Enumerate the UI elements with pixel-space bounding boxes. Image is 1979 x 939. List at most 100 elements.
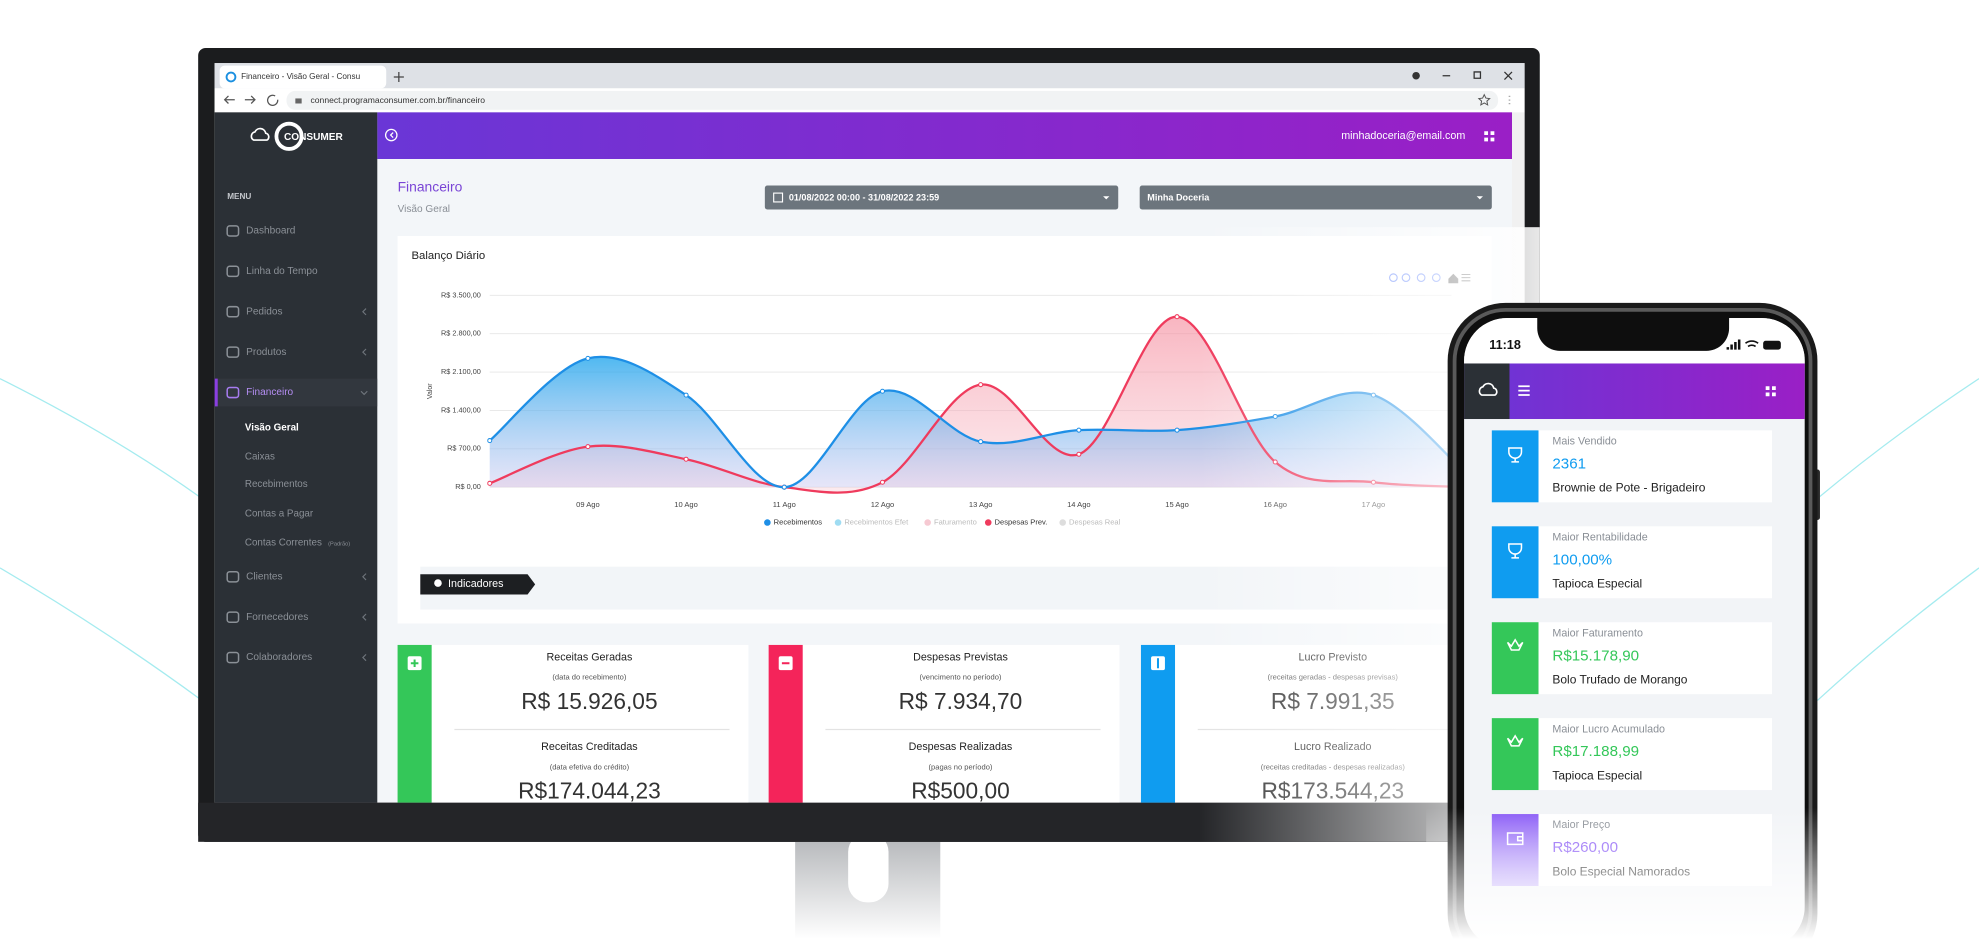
point [683, 392, 689, 398]
card-value: R$ 7.934,70 [899, 688, 1023, 714]
menu-caret [360, 390, 368, 396]
menu-caret [362, 308, 367, 316]
star [1477, 93, 1491, 106]
menu-icon [226, 225, 240, 237]
date-select[interactable] [764, 185, 1119, 210]
phone-fade [1426, 807, 1843, 939]
y-tick-label: R$ 2.100,00 [441, 367, 481, 376]
decor-curve [1817, 567, 1979, 701]
menu-item[interactable]: Pedidos [246, 306, 282, 317]
stat-icon-box [1491, 622, 1539, 695]
legend-label[interactable]: Despesas Prev. [995, 518, 1048, 527]
legend-swatch[interactable] [1059, 519, 1066, 526]
x-tick-label: 09 Ago [576, 500, 600, 509]
legend-swatch[interactable] [984, 519, 992, 526]
store-select[interactable] [1139, 185, 1492, 210]
logo-c [274, 121, 304, 151]
menu-item[interactable]: Dashboard [246, 226, 295, 237]
point [487, 438, 493, 444]
page-subtitle: Visão Geral [398, 204, 450, 215]
x-tick-label: 15 Ago [1165, 500, 1189, 509]
point [1076, 451, 1082, 457]
card-icon-glyph [410, 659, 419, 668]
legend-swatch[interactable] [834, 519, 842, 526]
status-icons [1726, 339, 1741, 350]
status-time: 11:18 [1489, 338, 1521, 352]
battery [1763, 340, 1781, 350]
menu-caret [362, 348, 367, 356]
menu-item[interactable]: Clientes [246, 571, 282, 582]
menu-icon [226, 346, 240, 358]
card-note: (vencimento no período) [919, 673, 1001, 682]
point [585, 444, 591, 450]
submenu-item[interactable]: Recebimentos [245, 479, 308, 490]
legend-label[interactable]: Faturamento [934, 518, 977, 527]
card-value: R$ 15.926,05 [521, 688, 657, 714]
bulb-icon [434, 579, 442, 587]
nav-buttons[interactable] [223, 94, 279, 106]
submenu-tag: (Padrão) [328, 541, 350, 547]
point [1076, 427, 1082, 433]
sidebar [214, 112, 378, 803]
submenu-item[interactable]: Visão Geral [245, 422, 299, 433]
menu-icon [226, 305, 240, 318]
menu-item[interactable]: Linha do Tempo [246, 266, 318, 277]
select-caret [1476, 196, 1483, 200]
stat-card [1491, 526, 1772, 599]
active-marker [214, 378, 218, 407]
user-email: minhadoceria@email.com [1341, 130, 1465, 142]
menu-item[interactable]: Produtos [246, 347, 286, 358]
card-title: Despesas Previstas [913, 651, 1008, 663]
point [487, 480, 493, 486]
card-title: Receitas Geradas [547, 651, 633, 663]
phone-apps[interactable] [1765, 386, 1776, 397]
wifi-icon [1744, 340, 1759, 348]
menu-icon [226, 651, 240, 664]
summary-card [768, 644, 1120, 803]
stat-icon-box [1491, 430, 1539, 503]
menu-caret [362, 653, 367, 662]
submenu-item[interactable]: Contas Correntes [245, 537, 322, 548]
point [1174, 427, 1180, 433]
menu-item[interactable]: Fornecedores [246, 612, 308, 623]
stat-name: Tapioca Especial [1552, 768, 1642, 782]
store: Minha Doceria [1147, 193, 1210, 203]
y-tick-label: R$ 0,00 [455, 482, 481, 491]
calendar-icon [773, 192, 784, 203]
legend-swatch[interactable] [924, 519, 931, 526]
submenu-item[interactable]: Caixas [245, 451, 275, 462]
phone-logo [1478, 382, 1498, 396]
phone-logo-box [1464, 363, 1510, 420]
point [879, 479, 885, 485]
active-item-bg [214, 378, 378, 407]
legend-label[interactable]: Despesas Real [1069, 518, 1121, 527]
stat-name: Bolo Trufado de Morango [1552, 672, 1687, 686]
legend-label[interactable]: Recebimentos [774, 518, 823, 527]
address-bar[interactable] [286, 90, 1499, 110]
x-tick-label: 11 Ago [773, 500, 796, 509]
decor [0, 378, 1979, 701]
stat-icon [1508, 447, 1523, 463]
legend-swatch[interactable] [764, 519, 771, 526]
new-tab[interactable] [393, 71, 404, 83]
x-tick-label: 12 Ago [871, 500, 895, 509]
select-caret [1103, 196, 1110, 200]
back-button[interactable] [384, 128, 398, 142]
window-controls[interactable] [1442, 71, 1513, 80]
legend-label[interactable]: Recebimentos Efet [844, 518, 909, 527]
menu-item[interactable]: Colaboradores [246, 652, 312, 663]
menu-caret [362, 613, 367, 621]
submenu-item[interactable]: Contas a Pagar [245, 508, 314, 519]
menu-icon [226, 265, 240, 278]
card-title: Receitas Creditadas [541, 741, 638, 753]
hamburger[interactable] [1518, 385, 1530, 396]
logo-cloud [250, 127, 270, 141]
y-tick-label: R$ 2.800,00 [441, 329, 481, 338]
stat-label: Maior Faturamento [1552, 627, 1643, 639]
y-tick-label: R$ 1.400,00 [441, 405, 481, 414]
tab[interactable] [219, 65, 387, 89]
apps-icon[interactable] [1484, 131, 1495, 142]
top-bar [377, 112, 1513, 160]
menu-item[interactable]: Financeiro [246, 387, 293, 398]
card-note: (data efetiva do crédito) [550, 762, 630, 771]
